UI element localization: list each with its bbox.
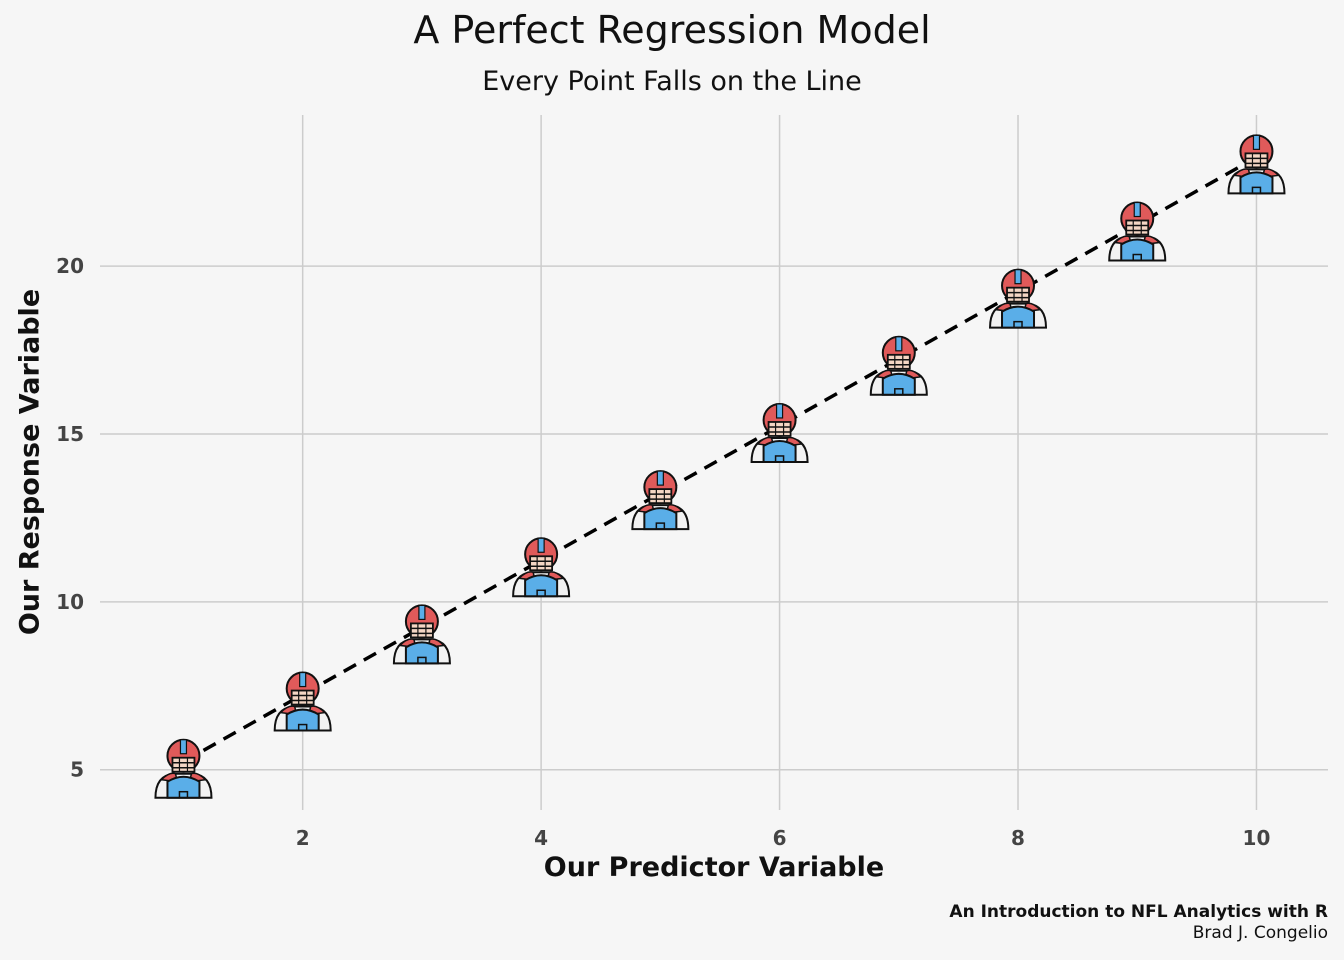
football-player-icon xyxy=(1108,201,1167,262)
x-axis-label: Our Predictor Variable xyxy=(543,852,885,883)
football-player-icon xyxy=(512,537,571,598)
y-tick-label: 20 xyxy=(56,254,84,278)
caption-book: An Introduction to NFL Analytics with R xyxy=(949,902,1328,922)
x-tick-label: 8 xyxy=(1011,826,1025,850)
grid-lines xyxy=(100,115,1328,810)
y-axis-label: Our Response Variable xyxy=(14,288,46,636)
data-points xyxy=(154,134,1286,799)
y-tick-label: 10 xyxy=(56,590,84,614)
caption-author: Brad J. Congelio xyxy=(1192,923,1328,943)
football-player-icon xyxy=(273,671,332,732)
x-tick-label: 2 xyxy=(296,826,310,850)
football-player-icon xyxy=(154,738,213,799)
football-player-icon xyxy=(631,470,690,531)
x-tick-label: 4 xyxy=(534,826,548,850)
football-player-icon xyxy=(869,335,928,396)
football-player-icon xyxy=(989,268,1048,329)
football-player-icon xyxy=(1227,134,1286,195)
regression-line xyxy=(182,155,1258,764)
chart-title: A Perfect Regression Model xyxy=(413,8,931,52)
caption: An Introduction to NFL Analytics with R … xyxy=(949,902,1328,944)
x-tick-label: 6 xyxy=(773,826,787,850)
y-tick-label: 5 xyxy=(70,758,84,782)
chart-subtitle: Every Point Falls on the Line xyxy=(482,66,862,97)
x-tick-label: 10 xyxy=(1243,826,1271,850)
football-player-icon xyxy=(392,604,451,665)
y-tick-label: 15 xyxy=(56,422,84,446)
tick-labels: 2 4 6 8 10 5 10 15 20 xyxy=(56,254,1270,850)
football-player-icon xyxy=(750,402,809,463)
